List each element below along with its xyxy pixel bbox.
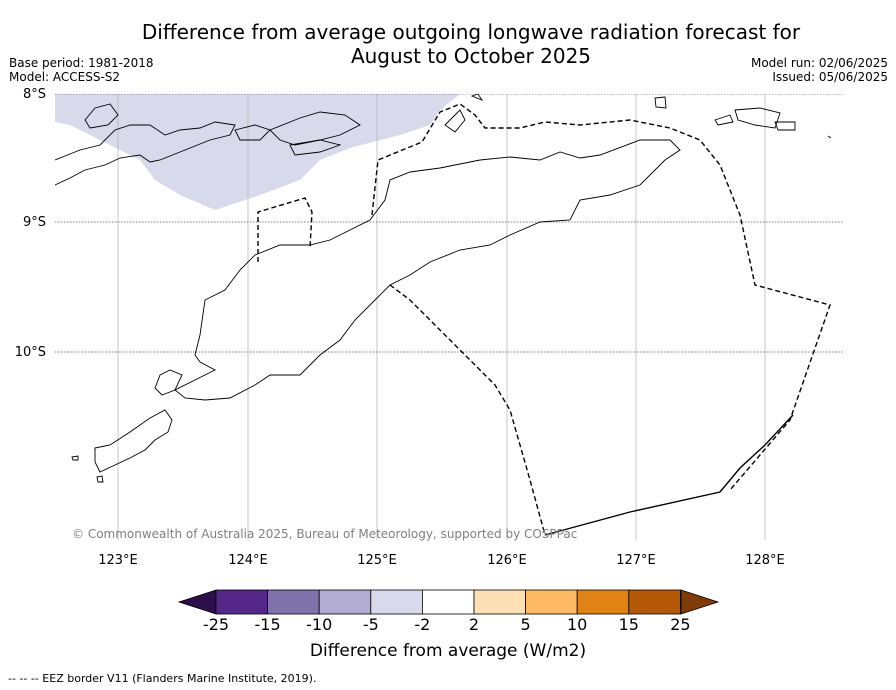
lat-label-10s: 10°S (14, 345, 46, 360)
colorbar-segment (525, 589, 578, 615)
island-e (444, 109, 466, 133)
colorbar-tick-label: -2 (414, 615, 431, 634)
model-name: Model: ACCESS-S2 (9, 70, 121, 84)
coastlines (55, 94, 832, 483)
eez-border-north (257, 197, 313, 262)
map-frame (55, 94, 843, 540)
island-n (470, 94, 484, 101)
colorbar-tick-label: 15 (618, 615, 639, 634)
colorbar-tick-label: 2 (468, 615, 480, 634)
island-o (827, 135, 832, 139)
colorbar-tick-label: -10 (306, 615, 333, 634)
island-c (269, 111, 361, 146)
title-line-2: August to October 2025 (350, 44, 592, 68)
colorbar-segment (421, 589, 475, 615)
lat-gridlines (55, 94, 843, 353)
eez-border-solid (544, 414, 794, 536)
meta-right: Model run: 02/06/2025 Issued: 05/06/2025 (751, 56, 888, 84)
colorbar-extend-high (680, 589, 720, 615)
lon-label-128e: 128°E (745, 553, 785, 568)
colorbar-tick-label: 25 (670, 615, 691, 634)
colorbar-segment (215, 589, 268, 615)
island-d (289, 139, 342, 156)
colorbar-segments (215, 589, 681, 615)
eez-footnote: -- -- -- EEZ border V11 (Flanders Marine… (8, 672, 317, 685)
colorbar-label: Difference from average (W/m2) (309, 641, 587, 661)
colorbar-extend-low (177, 589, 217, 615)
colorbar-segment (267, 589, 320, 615)
gridlines (117, 94, 766, 540)
colorbar-tick-label: -15 (254, 615, 281, 634)
lon-label-126e: 126°E (487, 553, 527, 568)
colorbar-segment (576, 589, 630, 615)
colorbar-segment (318, 589, 372, 615)
lon-label-123e: 123°E (98, 553, 138, 568)
colorbar-segment (370, 589, 423, 615)
issued-date: Issued: 05/06/2025 (772, 70, 888, 84)
island-l (71, 455, 79, 461)
island-k (94, 409, 173, 473)
flores-coast-1 (55, 121, 236, 186)
colorbar-segment (628, 589, 681, 615)
lon-label-124e: 124°E (228, 553, 268, 568)
anomaly-shading (55, 94, 460, 210)
timor-island-coast (174, 139, 681, 401)
colorbar-tick-label: 10 (567, 615, 588, 634)
copyright-notice: © Commonwealth of Australia 2025, Bureau… (72, 527, 578, 541)
eez-borders (257, 103, 831, 536)
colorbar-tick-label: 5 (520, 615, 531, 634)
lat-label-8s: 8°S (22, 87, 46, 102)
colorbar-segment (473, 589, 526, 615)
island-m (96, 475, 104, 483)
eez-border-timor-north (371, 103, 831, 491)
lat-label-9s: 9°S (22, 215, 46, 230)
base-period: Base period: 1981-2018 (9, 56, 154, 70)
island-i (714, 114, 734, 126)
lon-label-125e: 125°E (357, 553, 397, 568)
eez-border-south (389, 284, 546, 536)
lon-label-127e: 127°E (616, 553, 656, 568)
island-j (154, 369, 183, 396)
model-run: Model run: 02/06/2025 (750, 56, 888, 70)
island-f (654, 96, 667, 109)
island-b (234, 124, 271, 141)
island-g (734, 107, 781, 129)
colorbar-tick-label: -5 (362, 615, 379, 634)
island-a (84, 103, 119, 129)
colorbar-tick-label: -25 (202, 615, 230, 634)
island-h (774, 121, 796, 131)
meta-left: Base period: 1981-2018 Model: ACCESS-S2 (9, 56, 154, 84)
map-title: Difference from average outgoing longwav… (100, 20, 842, 68)
title-line-1: Difference from average outgoing longwav… (141, 20, 801, 44)
